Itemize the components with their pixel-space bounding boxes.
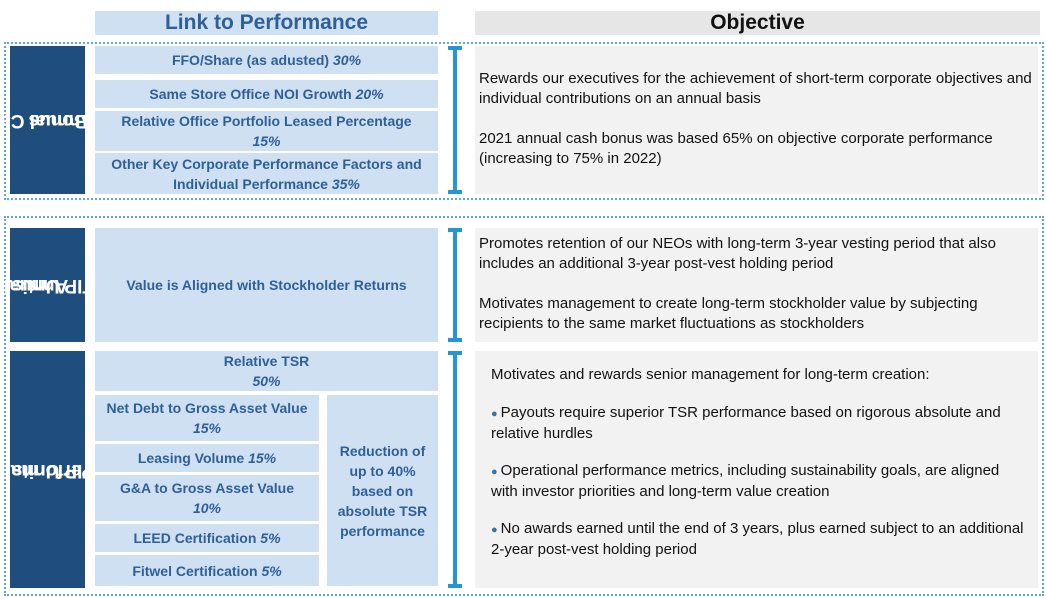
annual-cash-bonus-group bbox=[4, 42, 1044, 200]
perf-objective-bullet-3: ● No awards earned until the end of 3 yea… bbox=[491, 520, 1024, 558]
perf-metric-leasing-volume: Leasing Volume 15% bbox=[95, 444, 319, 472]
perf-objective-bullet-2: ● Operational performance metrics, includ… bbox=[491, 462, 1000, 500]
objective-header: Objective bbox=[475, 11, 1040, 35]
bonus-objective-text-1: Rewards our executives for the achieveme… bbox=[479, 70, 1032, 107]
perf-metric-g-and-a: G&A to Gross Asset Value 10% bbox=[95, 475, 319, 521]
ltip-objective-text-1: Promotes retention of our NEOs with long… bbox=[479, 235, 996, 272]
bonus-bracket bbox=[448, 46, 462, 194]
bonus-objective-box: Rewards our executives for the achieveme… bbox=[475, 46, 1038, 194]
perf-bracket bbox=[448, 351, 462, 588]
link-to-performance-header: Link to Performance bbox=[95, 11, 438, 35]
perf-objective-box: Motivates and rewards senior management … bbox=[475, 351, 1038, 588]
bullet-icon: ● bbox=[491, 524, 498, 536]
annual-cash-bonus-side-label: Annual CashBonus bbox=[0, 46, 95, 194]
bonus-metric-other: Other Key Corporate Performance Factors … bbox=[95, 153, 438, 194]
perf-metric-net-debt: Net Debt to Gross Asset Value 15% bbox=[95, 395, 319, 441]
ltip-objective-box: Promotes retention of our NEOs with long… bbox=[475, 228, 1038, 342]
performance-ltip-side-label: PerformanceLTIP Units bbox=[0, 351, 105, 588]
bullet-icon: ● bbox=[491, 466, 498, 478]
bonus-metric-leased: Relative Office Portfolio Leased Percent… bbox=[95, 111, 438, 151]
perf-metric-relative-tsr: Relative TSR 50% bbox=[95, 351, 438, 391]
perf-metric-fitwel: Fitwel Certification 5% bbox=[95, 555, 319, 586]
ltip-bracket bbox=[448, 228, 462, 342]
ltip-objective-text-2: Motivates management to create long-term… bbox=[479, 295, 978, 332]
bonus-metric-noi: Same Store Office NOI Growth 20% bbox=[95, 80, 438, 108]
bullet-icon: ● bbox=[491, 408, 498, 420]
perf-metric-leed: LEED Certification 5% bbox=[95, 524, 319, 552]
ltip-link-value: Value is Aligned with Stockholder Return… bbox=[95, 228, 438, 342]
bonus-objective-text-2: 2021 annual cash bonus was based 65% on … bbox=[479, 130, 993, 167]
perf-tsr-reduction: Reduction of up to 40% based on absolute… bbox=[327, 395, 438, 586]
perf-objective-bullet-1: ● Payouts require superior TSR performanc… bbox=[491, 404, 1001, 442]
ltip-group bbox=[4, 216, 1044, 596]
bonus-metric-ffo: FFO/Share (as adusted) 30% bbox=[95, 46, 438, 74]
annual-ltip-side-label: Annual LTIP Untis bbox=[4, 228, 105, 342]
perf-objective-intro: Motivates and rewards senior management … bbox=[491, 366, 930, 383]
